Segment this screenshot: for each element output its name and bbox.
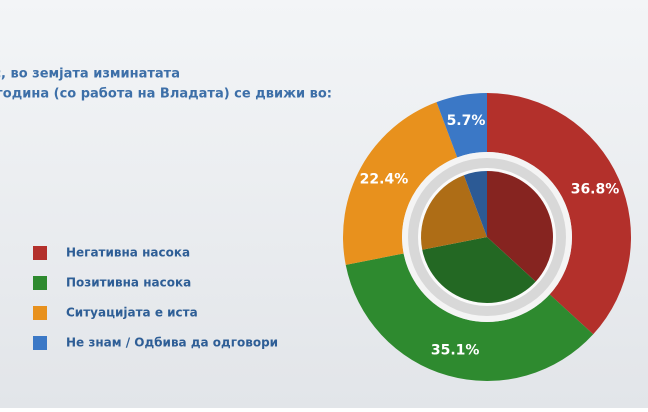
legend-label: Негативна насока	[66, 246, 190, 260]
legend-swatch	[33, 306, 47, 320]
inner-segment	[422, 237, 536, 303]
legend-label: Не знам / Одбива да одговори	[66, 336, 278, 350]
inner-segment	[463, 171, 487, 237]
value-label: 22.4%	[360, 172, 409, 188]
value-label: 36.8%	[571, 181, 620, 197]
donut-segment	[487, 93, 631, 335]
donut-segment	[436, 93, 487, 158]
donut-segment	[345, 253, 594, 382]
value-label: 35.1%	[431, 343, 480, 359]
legend-label: Ситуацијата е иста	[66, 306, 198, 320]
value-label: 5.7%	[447, 113, 486, 129]
chart-title: Според Вас, во земјата изминатата	[0, 67, 180, 82]
legend-label: Позитивна насока	[66, 276, 191, 290]
legend-swatch	[33, 276, 47, 290]
legend-swatch	[33, 246, 47, 260]
chart-title: година (со работа на Владата) се движи в…	[0, 87, 332, 102]
inner-segment	[420, 175, 487, 250]
donut-segment	[343, 102, 458, 265]
inner-segment	[487, 171, 553, 282]
legend-swatch	[33, 336, 47, 350]
